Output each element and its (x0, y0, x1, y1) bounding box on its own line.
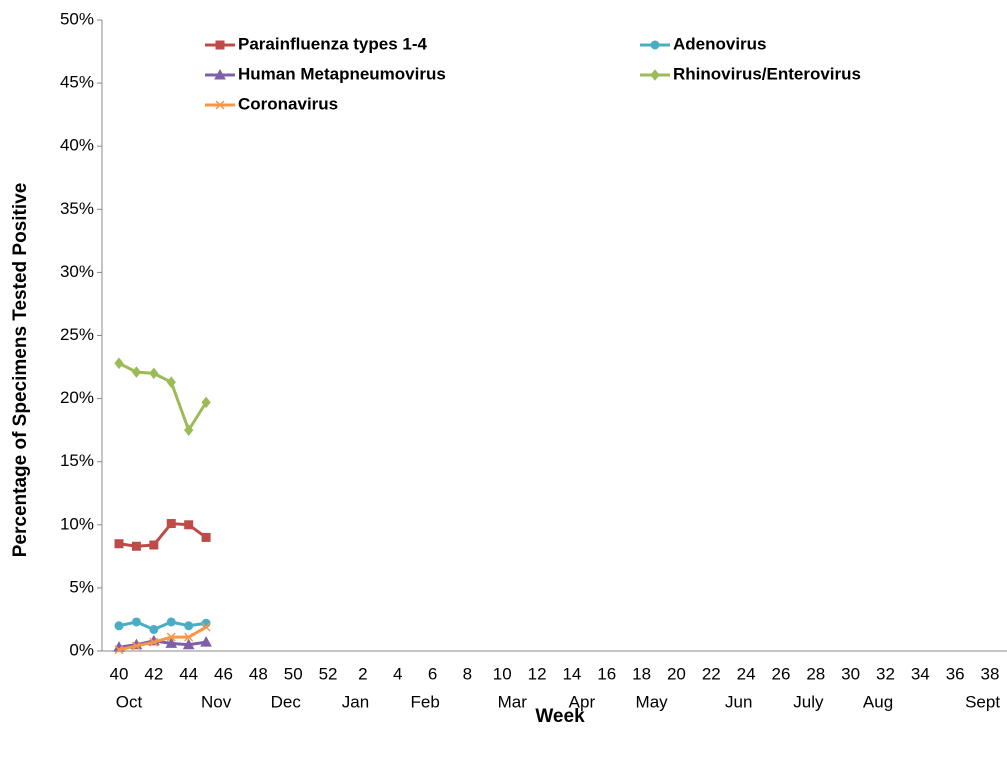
marker (200, 636, 212, 647)
y-tick-label: 50% (60, 9, 94, 28)
x-tick-label: 4 (393, 664, 402, 683)
x-tick-label: 42 (144, 664, 163, 683)
series-line (118, 625, 207, 652)
x-tick-label: 8 (463, 664, 472, 683)
month-label: Aug (863, 692, 893, 711)
y-tick-label: 10% (60, 514, 94, 533)
marker (114, 621, 124, 631)
legend-label: Human Metapneumovirus (238, 64, 446, 83)
x-tick-label: 40 (110, 664, 129, 683)
marker (131, 366, 142, 378)
x-tick-label: 28 (806, 664, 825, 683)
marker (182, 638, 195, 650)
marker (166, 519, 176, 529)
x-tick-label: 12 (528, 664, 547, 683)
marker (166, 632, 176, 642)
x-axis-title: Week (535, 706, 585, 727)
y-tick-label: 40% (60, 136, 94, 155)
x-tick-label: 18 (632, 664, 651, 683)
marker (201, 622, 211, 632)
y-tick-label: 0% (69, 640, 94, 659)
month-label: Dec (271, 692, 302, 711)
month-label: Nov (201, 692, 232, 711)
series-line (118, 361, 208, 434)
marker (149, 540, 159, 550)
marker (184, 520, 194, 530)
marker (215, 100, 225, 110)
x-tick-label: 50 (284, 664, 303, 683)
x-tick-label: 52 (319, 664, 338, 683)
month-label: Jan (342, 692, 369, 711)
x-tick-label: 14 (562, 664, 581, 683)
month-label: Sept (965, 692, 1000, 711)
marker (165, 637, 178, 648)
x-tick-label: 48 (249, 664, 268, 683)
marker (131, 641, 141, 651)
x-tick-label: 38 (981, 664, 1000, 683)
x-tick-label: 34 (911, 664, 930, 683)
x-tick-label: 46 (214, 664, 233, 683)
legend-label: Rhinovirus/Enterovirus (673, 64, 861, 83)
x-tick-label: 36 (946, 664, 965, 683)
marker (166, 376, 176, 388)
y-tick-label: 20% (60, 388, 94, 407)
month-label: Feb (410, 692, 439, 711)
y-tick-label: 5% (69, 577, 94, 596)
y-tick-label: 30% (60, 262, 94, 281)
x-tick-label: 16 (597, 664, 616, 683)
y-tick-label: 25% (60, 325, 94, 344)
marker (149, 367, 159, 380)
month-label: Apr (569, 692, 596, 711)
marker (201, 396, 211, 409)
x-tick-label: 32 (876, 664, 895, 683)
x-tick-label: 44 (179, 664, 198, 683)
marker (114, 357, 124, 370)
x-tick-label: 26 (771, 664, 790, 683)
y-axis-title: Percentage of Specimens Tested Positive (10, 183, 31, 558)
x-tick-label: 24 (737, 664, 756, 683)
series (114, 519, 211, 551)
y-tick-label: 45% (60, 73, 94, 92)
marker (214, 68, 226, 80)
legend-label: Parainfluenza types 1-4 (238, 34, 428, 53)
y-tick-label: 15% (60, 451, 94, 470)
series (114, 617, 211, 635)
x-tick-label: 10 (493, 664, 512, 683)
marker (650, 40, 660, 50)
x-tick-label: 30 (841, 664, 860, 683)
marker (650, 69, 660, 81)
marker (131, 617, 141, 627)
marker (184, 632, 194, 642)
marker (114, 539, 124, 549)
marker (184, 621, 194, 631)
marker (184, 424, 194, 436)
marker (166, 617, 176, 627)
marker (131, 541, 141, 551)
series (114, 622, 211, 655)
month-label: Mar (498, 692, 528, 711)
marker (201, 532, 211, 542)
x-tick-label: 2 (358, 664, 367, 683)
month-label: July (793, 692, 824, 711)
y-tick-label: 35% (60, 199, 94, 218)
month-label: May (636, 692, 669, 711)
month-label: Oct (116, 692, 143, 711)
x-tick-label: 22 (702, 664, 721, 683)
marker (149, 625, 159, 635)
x-tick-label: 20 (667, 664, 686, 683)
month-label: Jun (725, 692, 752, 711)
legend-label: Coronavirus (238, 94, 338, 113)
marker (149, 637, 159, 647)
marker (114, 645, 124, 655)
x-tick-label: 6 (428, 664, 437, 683)
legend-label: Adenovirus (673, 34, 767, 53)
series (114, 357, 211, 436)
marker (215, 40, 225, 50)
